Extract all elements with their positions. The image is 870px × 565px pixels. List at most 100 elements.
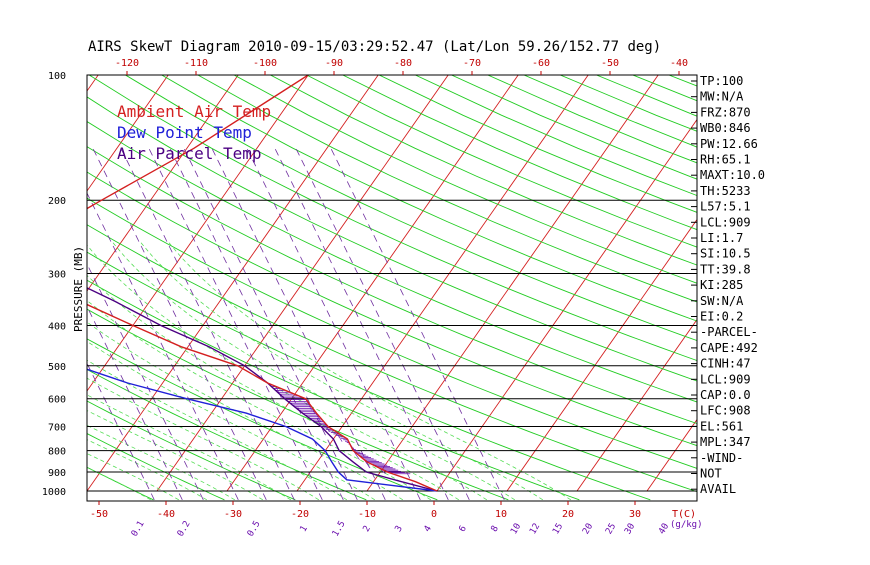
mixing-ratio-line <box>65 148 238 500</box>
isotherm-line <box>437 75 728 491</box>
bottom-tick-label: 0 <box>431 509 437 520</box>
mixing-ratio-label: 25 <box>604 522 618 536</box>
isotherm-line <box>647 75 870 491</box>
pressure-tick-label: 1000 <box>42 487 66 498</box>
moist-adiabat-line <box>55 241 459 500</box>
bottom-tick-label: 30 <box>629 509 641 520</box>
bottom-axis-label: T(C) <box>672 509 696 520</box>
top-tick-label: -110 <box>184 58 208 69</box>
stability-index: -WIND- <box>700 451 743 465</box>
stability-index: CAP:0.0 <box>700 388 751 402</box>
dry-adiabat-line <box>234 75 870 500</box>
dry-adiabat-line <box>0 75 650 500</box>
stability-index: CINH:47 <box>700 357 751 371</box>
stability-index: KI:285 <box>700 278 743 292</box>
stability-index: NOT <box>700 467 722 481</box>
pressure-tick-label: 100 <box>48 71 66 82</box>
stability-index: TP:100 <box>700 74 743 88</box>
stability-index: EL:561 <box>700 419 743 433</box>
mixing-ratio-label: 20 <box>581 522 595 536</box>
mixing-ratio-label: 0.2 <box>176 519 193 538</box>
legend-ambient: Ambient Air Temp <box>117 102 271 121</box>
mixing-ratio-label: 0.1 <box>130 519 147 538</box>
stability-index: CAPE:492 <box>700 341 758 355</box>
top-tick-label: -70 <box>463 58 481 69</box>
mixing-ratio-label: 8 <box>490 524 501 534</box>
stability-index: LFC:908 <box>700 404 751 418</box>
top-tick-label: -100 <box>253 58 277 69</box>
stability-index: EI:0.2 <box>700 310 743 324</box>
dry-adiabat-line <box>198 75 870 500</box>
top-temperature-ticks: -120 -110 -100 -90 -80 -70 -60 -50 -40 <box>115 58 688 75</box>
dry-adiabat-line <box>0 75 82 500</box>
top-tick-label: -90 <box>325 58 343 69</box>
mixing-ratio-line <box>184 148 357 500</box>
mixing-ratio-line <box>170 148 343 500</box>
bottom-tick-label: -20 <box>291 509 309 520</box>
top-tick-label: -40 <box>670 58 688 69</box>
mixing-ratio-label: 2 <box>362 524 373 534</box>
mixing-ratio-label: 0.5 <box>246 519 263 538</box>
mixing-ratio-label: 1.5 <box>331 519 348 538</box>
pressure-tick-label: 200 <box>48 196 66 207</box>
bottom-tick-label: 20 <box>562 509 574 520</box>
mixing-ratio-line <box>275 148 448 500</box>
top-tick-label: -80 <box>394 58 412 69</box>
mixing-ratio-label: 30 <box>623 522 637 536</box>
bottom-tick-label: 10 <box>495 509 507 520</box>
dry-adiabat-line <box>415 75 870 500</box>
mixing-ratio-line <box>9 148 182 500</box>
mixing-ratio-line <box>149 148 322 500</box>
stability-index: LCL:909 <box>700 372 751 386</box>
top-tick-label: -50 <box>601 58 619 69</box>
bottom-tick-label: -10 <box>358 509 376 520</box>
legend: Ambient Air Temp Dew Point Temp Air Parc… <box>117 102 271 163</box>
mixing-ratio-line <box>212 148 385 500</box>
bottom-tick-label: -50 <box>90 509 108 520</box>
stability-index: RH:65.1 <box>700 153 751 167</box>
stability-index: WB0:846 <box>700 121 751 135</box>
pressure-tick-label: 700 <box>48 423 66 434</box>
isotherm-line <box>0 75 28 491</box>
dry-adiabat-line <box>0 75 11 500</box>
stability-index: LCL:909 <box>700 215 751 229</box>
mixing-ratio-label: 6 <box>458 524 469 534</box>
mixing-ratio-label: 12 <box>528 522 542 536</box>
pressure-tick-label: 900 <box>48 468 66 479</box>
stability-index: FRZ:870 <box>700 105 751 119</box>
pressure-tick-label: 600 <box>48 395 66 406</box>
pressure-tick-label: 500 <box>48 362 66 373</box>
pressure-tick-label: 300 <box>48 269 66 280</box>
dry-adiabat-line <box>452 75 870 500</box>
legend-dewpoint: Dew Point Temp <box>117 123 252 142</box>
stability-index: MPL:347 <box>700 435 751 449</box>
pressure-tick-label: 800 <box>48 447 66 458</box>
stability-index: -PARCEL- <box>700 325 758 339</box>
mixing-ratio-label: 3 <box>394 524 405 534</box>
mixing-ratio-label: 10 <box>509 522 523 536</box>
dry-adiabat-line <box>307 75 870 500</box>
stability-index: SI:10.5 <box>700 247 751 261</box>
moist-adiabat-line <box>167 241 571 500</box>
stability-index: TH:5233 <box>700 184 751 198</box>
top-tick-label: -60 <box>532 58 550 69</box>
mixing-ratio-label: 15 <box>551 522 565 536</box>
chart-title: AIRS SkewT Diagram 2010-09-15/03:29:52.4… <box>88 39 661 55</box>
top-tick-label: -120 <box>115 58 139 69</box>
pressure-axis-label: PRESSURE (MB) <box>72 246 85 332</box>
mixing-axis-label: (g/kg) <box>670 520 703 530</box>
bottom-tick-label: -30 <box>224 509 242 520</box>
stability-index: MW:N/A <box>700 90 744 104</box>
stability-index: MAXT:10.0 <box>700 168 765 182</box>
mixing-ratio-line <box>0 148 21 500</box>
moist-adiabat-line <box>0 241 235 500</box>
mixing-ratio-label: 1 <box>299 524 310 534</box>
stability-index: SW:N/A <box>700 294 744 308</box>
mixing-ratio-label: 4 <box>423 524 434 534</box>
legend-parcel: Air Parcel Temp <box>117 144 262 163</box>
